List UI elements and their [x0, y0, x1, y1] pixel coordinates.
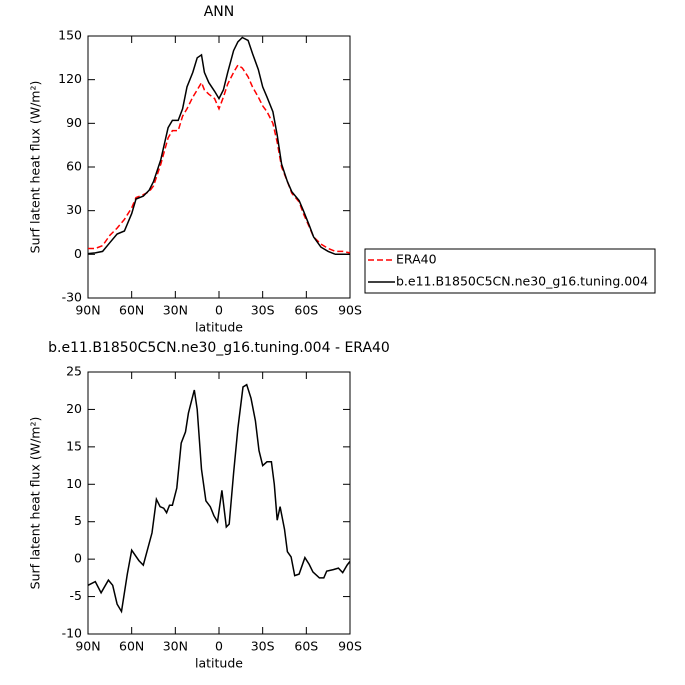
plot-frame — [87, 371, 351, 635]
x-tick-label: 90N — [75, 639, 100, 654]
x-axis-label: latitude — [195, 320, 243, 335]
y-tick-label: 90 — [66, 115, 82, 130]
data-line — [87, 383, 351, 614]
y-axis-label: Surf latent heat flux (W/m²) — [28, 417, 43, 590]
x-tick-label: 0 — [215, 303, 223, 318]
x-tick-label: 0 — [215, 639, 223, 654]
legend-label: b.e11.B1850C5CN.ne30_g16.tuning.004 — [396, 274, 648, 289]
x-tick-label: 30N — [163, 303, 188, 318]
legend-box — [364, 248, 656, 294]
chart-title: b.e11.B1850C5CN.ne30_g16.tuning.004 - ER… — [48, 340, 390, 356]
x-axis-label: latitude — [195, 656, 243, 671]
y-tick-label: -10 — [62, 626, 82, 641]
y-tick-label: 150 — [58, 28, 82, 43]
x-tick-label: 30N — [163, 639, 188, 654]
y-tick-label: -30 — [62, 290, 82, 305]
x-tick-label: 90N — [75, 303, 100, 318]
x-tick-label: 30S — [251, 303, 275, 318]
x-tick-label: 60S — [294, 303, 318, 318]
x-tick-label: 60N — [119, 303, 144, 318]
y-tick-label: 15 — [66, 438, 82, 453]
x-tick-label: 90S — [338, 303, 362, 318]
x-tick-label: 30S — [251, 639, 275, 654]
data-line — [87, 36, 350, 256]
y-tick-label: 0 — [74, 551, 82, 566]
legend-label: ERA40 — [396, 252, 437, 267]
plot-frame — [87, 35, 351, 299]
chart-title: ANN — [204, 4, 235, 20]
data-line — [88, 64, 351, 254]
y-tick-label: 5 — [74, 513, 82, 528]
y-tick-label: 60 — [66, 159, 82, 174]
x-tick-label: 60S — [294, 639, 318, 654]
y-tick-label: 30 — [66, 202, 82, 217]
y-tick-label: 0 — [74, 246, 82, 261]
y-tick-label: 25 — [66, 364, 82, 379]
y-tick-label: -5 — [70, 588, 82, 603]
y-tick-label: 10 — [66, 476, 82, 491]
y-axis-label: Surf latent heat flux (W/m²) — [28, 81, 43, 254]
x-tick-label: 90S — [338, 639, 362, 654]
x-tick-label: 60N — [119, 639, 144, 654]
y-tick-label: 20 — [66, 401, 82, 416]
y-tick-label: 120 — [58, 71, 82, 86]
